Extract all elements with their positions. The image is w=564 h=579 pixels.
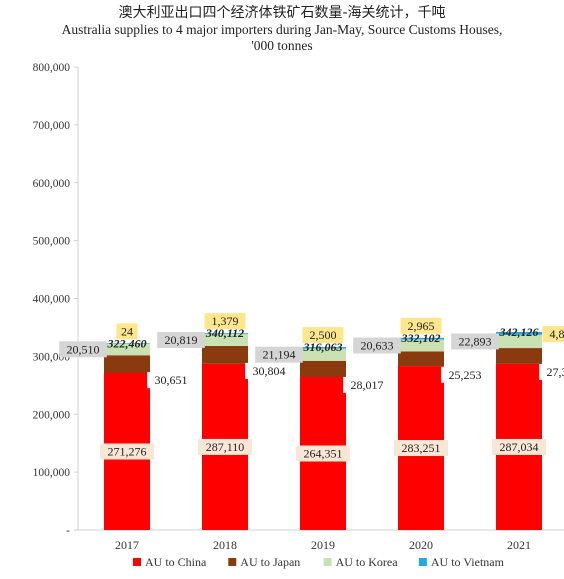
data-label-japan-box [441,366,489,383]
bar-segment-au-to-vietnam [398,337,444,340]
legend-label: AU to Korea [336,555,399,569]
chart-subtitle-line-2: '000 tonnes [251,38,313,53]
data-label-korea: 20,633 [361,338,394,352]
data-label-japan: 27,348 [547,365,564,379]
total-label: 316,063 [303,340,343,354]
legend-label: AU to Vietnam [431,555,505,569]
data-label-china-box [393,440,449,457]
legend-swatch [323,558,332,566]
bar-segment-au-to-vietnam [202,333,248,334]
bar-segment-au-to-japan [202,346,248,364]
data-label-japan-box [343,376,391,393]
data-label-japan: 30,651 [155,373,188,387]
data-label-vietnam: 2,500 [310,328,337,342]
bar-segment-au-to-korea [104,343,150,356]
bar-segment-au-to-japan [398,351,444,367]
data-label-korea: 22,893 [459,334,492,348]
x-tick-label: 2018 [213,538,237,552]
data-label-vietnam-box [302,327,344,344]
total-label: 322,460 [107,336,147,350]
y-tick-label: 400,000 [33,294,71,306]
x-tick-label: 2017 [115,538,139,552]
y-tick-label: 700,000 [33,120,71,132]
chart-title: 澳大利亚出口四个经济体铁矿石数量-海关统计，千吨 [118,5,446,21]
data-label-vietnam-box [400,317,442,334]
data-label-japan-box [147,372,195,389]
y-tick-label: 100,000 [33,467,71,479]
data-label-korea-box [59,341,107,358]
bar-segment-au-to-vietnam [496,331,542,335]
legend-label: AU to Japan [240,555,300,569]
chart-subtitle-line-1: Australia supplies to 4 major importers … [61,22,503,37]
data-label-vietnam-box [116,323,138,340]
chart-title-block: 澳大利亚出口四个经济体铁矿石数量-海关统计，千吨 Australia suppl… [0,4,564,54]
x-tick-label: 2019 [311,538,335,552]
data-label-korea: 20,510 [67,342,100,356]
data-label-japan: 25,253 [449,368,482,382]
data-label-china: 287,110 [206,440,245,454]
legend-swatch [133,558,141,566]
y-tick-label: 600,000 [33,178,71,190]
data-label-china-box [197,438,253,455]
total-label: 332,102 [401,331,441,345]
bar-segment-au-to-korea [300,348,346,361]
data-label-vietnam: 1,379 [212,314,239,328]
bar-segment-au-to-korea [496,334,542,349]
y-tick-label: 800,000 [33,62,71,74]
y-tick-label: 200,000 [33,409,71,421]
data-label-vietnam: 4,850 [550,327,564,341]
data-label-japan-box [245,362,293,379]
data-label-japan: 30,804 [253,364,286,378]
data-label-japan-box [539,363,564,380]
data-label-korea: 20,819 [165,333,198,347]
data-label-china: 271,276 [108,444,147,458]
x-tick-label: 2021 [507,538,531,552]
data-label-vietnam: 24 [121,324,133,338]
data-label-vietnam: 2,965 [408,319,435,333]
bar-segment-au-to-japan [496,348,542,364]
data-label-china: 283,251 [402,441,441,455]
data-label-korea: 21,194 [263,348,296,362]
bar-segment-au-to-korea [398,339,444,352]
legend-label: AU to China [145,555,207,569]
data-label-vietnam-box [204,313,246,330]
total-label: 340,112 [205,326,244,340]
data-label-china-box [295,445,351,462]
bar-segment-au-to-korea [202,333,248,347]
legend-swatch [418,558,427,566]
data-label-korea-box [353,337,401,354]
data-label-china-box [491,438,547,455]
y-tick-label: - [66,525,70,537]
data-label-japan: 28,017 [351,378,384,392]
bar-segment-au-to-vietnam [300,347,346,349]
total-label: 342,126 [499,325,539,339]
data-label-korea-box [451,333,499,350]
legend-swatch [228,558,237,566]
data-label-korea-box [255,346,303,363]
bar-segment-au-to-japan [104,355,150,373]
bar-segment-au-to-japan [300,360,346,378]
data-label-korea-box [157,331,205,348]
data-label-china-box [99,443,155,460]
data-label-china: 264,351 [304,447,343,461]
x-tick-label: 2020 [409,538,433,552]
bar-segment-au-to-vietnam [104,343,150,344]
data-label-vietnam-box [542,325,564,342]
y-tick-label: 500,000 [33,236,71,248]
data-label-china: 287,034 [500,440,539,454]
